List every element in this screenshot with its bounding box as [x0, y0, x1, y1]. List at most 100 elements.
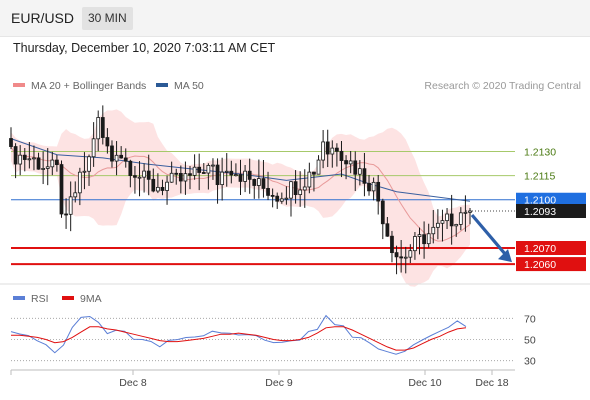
timestamp: Thursday, December 10, 2020 7:03:11 AM C…: [13, 41, 276, 55]
candle-body: [394, 252, 399, 258]
candle-body: [353, 160, 358, 175]
candle-body: [174, 172, 179, 175]
title-bar: EUR/USD 30 MIN: [0, 0, 590, 37]
candle-body: [316, 159, 321, 175]
rsi-tick-label: 30: [524, 356, 536, 368]
candle-body: [211, 164, 215, 167]
candle-body: [344, 160, 348, 165]
forecast-arrow-shaft: [470, 213, 508, 257]
rsi-series-9ma: [11, 326, 467, 351]
x-tick-label: Dec 18: [475, 377, 508, 389]
candle-body: [224, 170, 229, 173]
interval-button[interactable]: 30 MIN: [82, 7, 133, 30]
candle-body: [275, 195, 280, 202]
candle-body: [188, 173, 192, 176]
candle-body: [220, 171, 225, 186]
candle-body: [36, 157, 41, 170]
rsi-panel: 70 50 30: [10, 313, 536, 368]
candle-body: [142, 170, 146, 178]
legend-swatch-9ma: [62, 296, 74, 301]
level-label-1.2070: 1.2070: [524, 243, 556, 255]
credit-text: Research © 2020 Trading Central: [424, 80, 581, 92]
candle-body: [454, 224, 459, 227]
candle-body: [178, 172, 183, 182]
candle-body: [32, 157, 36, 160]
candle-body: [13, 146, 18, 165]
rsi-tick-label: 50: [524, 335, 536, 347]
candle-body: [367, 182, 371, 192]
candle-body: [247, 170, 252, 180]
candle-body: [27, 158, 32, 161]
candle-body: [234, 174, 238, 177]
candle-body: [169, 172, 174, 183]
candle-body: [123, 157, 128, 162]
candle-body: [59, 164, 64, 215]
candle-body: [160, 186, 165, 191]
candle-body: [302, 186, 307, 191]
candle-body: [408, 250, 413, 258]
candle-body: [463, 211, 468, 214]
candle-body: [312, 171, 316, 175]
level-tag-1.2100: [516, 192, 586, 207]
candle-body: [91, 138, 96, 158]
ma50-line: [10, 138, 471, 202]
candle-body: [325, 141, 330, 155]
candle-body: [431, 226, 436, 235]
candle-body: [390, 235, 394, 254]
candle-body: [468, 210, 472, 213]
candle-body: [146, 170, 151, 180]
candle-body: [385, 223, 390, 237]
candle-body: [413, 236, 417, 252]
candle-body: [279, 198, 284, 202]
candle-body: [449, 213, 454, 227]
candle-body: [252, 178, 257, 186]
candles-layer: [9, 105, 472, 275]
candle-body: [215, 164, 220, 186]
level-tag-1.2060: [516, 257, 586, 272]
candle-body: [18, 154, 23, 165]
legend-swatch-ma20: [13, 83, 25, 88]
candle-body: [348, 160, 353, 165]
time-axis: Dec 8 Dec 9 Dec 10 Dec 18: [0, 283, 590, 389]
rsi-series-rsi: [10, 314, 467, 355]
candle-body: [110, 145, 114, 162]
candle-body: [403, 256, 408, 259]
level-label-1.2100: 1.2100: [524, 195, 556, 207]
legend-item-ma20: MA 20 + Bollinger Bands: [13, 80, 146, 92]
candle-body: [64, 213, 68, 216]
level-label-1.2130: 1.2130: [524, 146, 556, 158]
candle-body: [114, 154, 119, 162]
candle-body: [128, 160, 133, 177]
legend-swatch-rsi: [13, 296, 25, 301]
candle-body: [307, 171, 312, 188]
candle-body: [445, 213, 449, 222]
forecast-arrow-head: [498, 249, 512, 263]
candle-body: [192, 166, 197, 176]
candle-body: [330, 147, 335, 155]
candle-body: [256, 178, 261, 186]
candle-body: [82, 170, 87, 173]
candle-body: [105, 137, 110, 147]
x-tick-label: Dec 10: [408, 377, 441, 389]
candle-body: [270, 194, 275, 197]
candle-body: [426, 233, 431, 245]
candle-body: [422, 234, 426, 245]
candle-body: [156, 186, 160, 192]
legend-item-ma50: MA 50: [156, 80, 204, 92]
legend-label-9ma: 9MA: [80, 293, 102, 305]
candle-body: [133, 175, 137, 178]
candle-body: [362, 168, 367, 184]
candle-body: [266, 188, 270, 196]
legend-swatch-ma50: [156, 83, 168, 88]
candle-body: [119, 154, 124, 159]
candle-body: [321, 141, 325, 161]
candle-body: [151, 178, 156, 192]
candle-body: [165, 181, 169, 191]
candle-body: [371, 181, 376, 192]
candle-body: [458, 212, 463, 225]
candle-body: [87, 156, 91, 172]
candle-body: [293, 181, 298, 195]
legend-label-ma50: MA 50: [174, 80, 204, 92]
candle-body: [22, 154, 27, 160]
